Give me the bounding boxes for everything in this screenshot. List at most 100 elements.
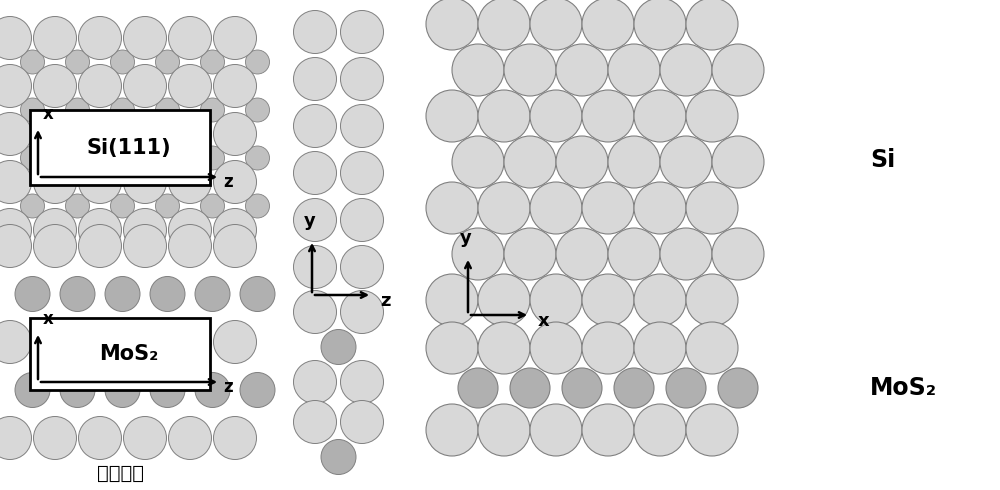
Text: Si: Si (870, 148, 895, 172)
Circle shape (634, 90, 686, 142)
Circle shape (34, 65, 76, 107)
Circle shape (340, 361, 384, 403)
Circle shape (105, 276, 140, 312)
Circle shape (214, 209, 256, 251)
Circle shape (660, 44, 712, 96)
Circle shape (0, 224, 32, 268)
Circle shape (66, 98, 90, 122)
Circle shape (78, 320, 122, 364)
Circle shape (105, 372, 140, 408)
Circle shape (168, 209, 212, 251)
Circle shape (686, 182, 738, 234)
Circle shape (634, 0, 686, 50)
Circle shape (78, 17, 122, 59)
Circle shape (340, 57, 384, 100)
Circle shape (0, 161, 32, 203)
Text: x: x (538, 312, 550, 330)
Circle shape (530, 322, 582, 374)
Circle shape (582, 182, 634, 234)
Circle shape (111, 194, 134, 218)
Circle shape (556, 228, 608, 280)
Circle shape (504, 136, 556, 188)
Circle shape (168, 416, 212, 460)
Circle shape (78, 224, 122, 268)
Circle shape (634, 182, 686, 234)
Circle shape (340, 104, 384, 147)
Circle shape (504, 228, 556, 280)
Circle shape (686, 0, 738, 50)
Text: y: y (304, 212, 316, 230)
Circle shape (0, 416, 32, 460)
Circle shape (200, 98, 224, 122)
Circle shape (686, 90, 738, 142)
Circle shape (426, 90, 478, 142)
Text: y: y (460, 229, 472, 247)
Circle shape (156, 194, 180, 218)
Circle shape (0, 209, 32, 251)
Circle shape (294, 400, 336, 443)
Circle shape (20, 146, 44, 170)
Circle shape (246, 98, 270, 122)
Circle shape (78, 161, 122, 203)
Circle shape (20, 98, 44, 122)
Circle shape (712, 44, 764, 96)
Circle shape (294, 57, 336, 100)
Circle shape (608, 44, 660, 96)
Circle shape (294, 10, 336, 53)
Circle shape (66, 50, 90, 74)
Circle shape (608, 136, 660, 188)
Circle shape (582, 274, 634, 326)
Circle shape (60, 372, 95, 408)
Bar (30, 318, 210, 390)
Circle shape (530, 274, 582, 326)
Circle shape (78, 113, 122, 155)
Circle shape (614, 368, 654, 408)
Circle shape (34, 161, 76, 203)
Circle shape (340, 151, 384, 195)
Circle shape (78, 416, 122, 460)
Text: z: z (380, 292, 390, 310)
Circle shape (660, 136, 712, 188)
Circle shape (168, 65, 212, 107)
Circle shape (294, 104, 336, 147)
Circle shape (214, 113, 256, 155)
Circle shape (66, 194, 90, 218)
Circle shape (111, 98, 134, 122)
Circle shape (34, 17, 76, 59)
Circle shape (712, 228, 764, 280)
Text: z: z (223, 378, 233, 396)
Circle shape (452, 136, 504, 188)
Circle shape (556, 136, 608, 188)
Circle shape (666, 368, 706, 408)
Circle shape (530, 90, 582, 142)
Circle shape (168, 224, 212, 268)
Circle shape (556, 44, 608, 96)
Circle shape (111, 146, 134, 170)
Circle shape (686, 404, 738, 456)
Circle shape (340, 198, 384, 242)
Circle shape (452, 228, 504, 280)
Text: z: z (223, 173, 233, 191)
Circle shape (214, 161, 256, 203)
Circle shape (634, 322, 686, 374)
Circle shape (426, 0, 478, 50)
Circle shape (608, 228, 660, 280)
Circle shape (426, 182, 478, 234)
Circle shape (124, 320, 167, 364)
Circle shape (200, 194, 224, 218)
Circle shape (214, 224, 256, 268)
Circle shape (340, 10, 384, 53)
Circle shape (340, 400, 384, 443)
Circle shape (34, 320, 76, 364)
Circle shape (510, 368, 550, 408)
Circle shape (168, 320, 212, 364)
Circle shape (294, 198, 336, 242)
Circle shape (34, 416, 76, 460)
Text: x: x (43, 105, 53, 123)
Circle shape (634, 274, 686, 326)
Circle shape (20, 50, 44, 74)
Circle shape (294, 291, 336, 334)
Circle shape (240, 276, 275, 312)
Circle shape (718, 368, 758, 408)
Circle shape (426, 274, 478, 326)
